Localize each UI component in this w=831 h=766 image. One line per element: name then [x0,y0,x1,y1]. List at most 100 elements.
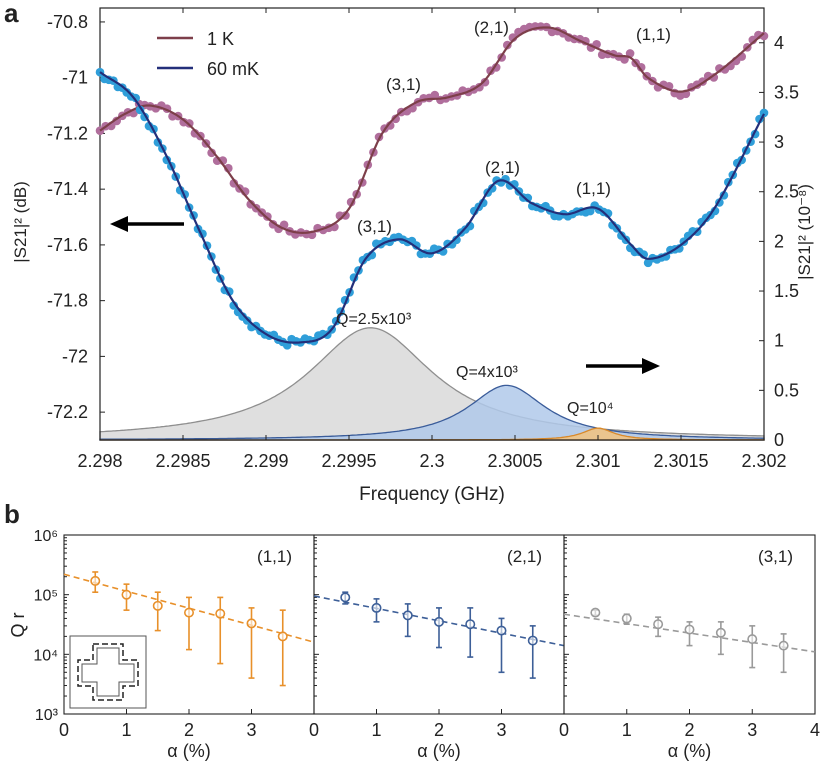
y-right-tick-label: 0 [774,430,784,450]
q-data-point [778,640,789,651]
panel-b-letter: b [4,499,20,529]
q-data-point [747,634,758,645]
x-tick-label: 2.3 [419,451,444,471]
b-x-tick-label: 0 [559,720,569,740]
panel-b-subplots: 0 1 2 3 α (%) 10³ 10⁴ 10⁵ 10⁶ (1,1) 0 1 2 3 α (%) (2,1)… [33,528,820,761]
resonance-area-0 [99,327,765,441]
q-data-point [402,610,413,621]
y-right-tick-label: 1.5 [774,281,799,301]
fit-curve-60mk [99,71,765,344]
y-left-tick-label: -71.2 [47,123,88,143]
b-xlabel: α (%) [417,741,460,761]
q-data-point [433,616,444,627]
data-point-1k [475,82,484,92]
fit-line [563,613,816,653]
data-point-1k [341,211,350,220]
b-y-tick-label: 10⁵ [34,588,58,605]
x-tick-label: 2.302 [741,451,786,471]
b-x-tick-label: 2 [684,720,694,740]
y-right-tick-label: 1 [774,331,784,351]
legend-1k-label: 1 K [207,29,234,49]
b-x-tick-label: 4 [810,720,820,740]
mode-label-60mk-21: (2,1) [485,158,520,177]
y-right-tick-label: 3.5 [774,82,799,102]
y-right-tick-label: 4 [774,33,784,53]
b-xlabel: α (%) [668,741,711,761]
q-data-point [121,589,132,600]
cross-geometry-icon [69,635,147,709]
subplot-mode-label: (3,1) [758,547,793,566]
legend-60mk-label: 60 mK [207,59,259,79]
b-x-tick-label: 3 [246,720,256,740]
data-point-1k [207,148,216,158]
data-point-1k [480,77,490,87]
panel-a-ylabel-left: |S21|² (dB) [11,181,30,263]
subplot-mode-label: (2,1) [507,547,542,566]
q-data-point [653,619,664,630]
panel-b-ylabel: Q r [8,612,28,637]
x-tick-label: 2.3005 [487,451,542,471]
mode-label-1k-31: (3,1) [386,75,421,94]
q-data-point [590,607,601,618]
q-data-point [152,600,163,611]
data-point-60mk [452,235,461,245]
data-point-60mk [759,108,769,118]
q-data-point [465,619,476,630]
b-y-tick-label: 10⁶ [34,528,58,545]
fit-line [63,573,315,643]
b-y-tick-label: 10⁴ [33,647,58,664]
b-x-tick-label: 0 [309,720,319,740]
y-left-tick-label: -71.8 [47,291,88,311]
q-data-point [527,635,538,646]
subplot-mode-label: (1,1) [257,547,292,566]
panel-a-left-axis: -70.8 -71 -71.2 -71.4 -71.6 -71.8 -72 -72.2 [47,12,105,422]
x-tick-label: 2.3015 [653,451,708,471]
q-data-point [184,607,195,618]
fit-line [313,595,565,647]
panel-a-x-axis: 2.298 2.2985 2.299 2.2995 2.3 2.3005 2.301 2.30… [77,8,787,471]
panel-a-ylabel-right: |S21|² (10⁻⁸) [795,184,814,280]
q-label-blue: Q=4x10³ [456,364,518,381]
mode-label-1k-11: (1,1) [636,25,671,44]
y-right-tick-label: 3 [774,132,784,152]
data-point-1k [709,73,719,82]
q-data-point [371,602,382,613]
data-point-1k [636,63,646,72]
b-xlabel: α (%) [167,741,210,761]
q-data-point [246,618,257,629]
q-data-point [621,613,632,624]
mode-label-1k-21: (2,1) [474,18,509,37]
b-x-tick-label: 2 [434,720,444,740]
y-right-tick-label: 2 [774,231,784,251]
y-left-tick-label: -71.4 [47,179,88,199]
q-data-point [715,627,726,638]
b-y-tick-label: 10³ [35,707,59,724]
arrow-left-icon [110,216,184,232]
resonance-fill-group [99,327,765,441]
b-x-tick-label: 1 [371,720,381,740]
data-point-60mk [131,93,140,103]
resonance-area-1 [99,384,765,441]
y-left-tick-label: -72.2 [47,402,88,422]
y-left-tick-label: -71 [62,68,88,88]
q-data-point [215,608,226,619]
mode-label-60mk-31: (3,1) [357,217,392,236]
data-point-60mk [675,244,684,253]
b-x-tick-label: 1 [622,720,632,740]
q-data-point [684,624,695,635]
y-right-tick-label: 0.5 [774,380,799,400]
q-data-point [277,631,288,642]
panel-a-letter: a [4,0,19,28]
y-left-tick-label: -72 [62,346,88,366]
mode-label-60mk-11: (1,1) [576,179,611,198]
x-tick-label: 2.298 [77,451,122,471]
q-label-gray: Q=2.5x10³ [336,311,412,328]
b-x-tick-label: 0 [59,720,69,740]
arrow-right-icon [586,358,660,374]
x-tick-label: 2.2995 [321,451,376,471]
panel-a-right-axis: 0 0.5 1 1.5 2 2.5 3 3.5 4 [759,33,799,450]
q-data-point [496,625,507,636]
y-right-tick-label: 2.5 [774,182,799,202]
b-x-tick-label: 2 [184,720,194,740]
